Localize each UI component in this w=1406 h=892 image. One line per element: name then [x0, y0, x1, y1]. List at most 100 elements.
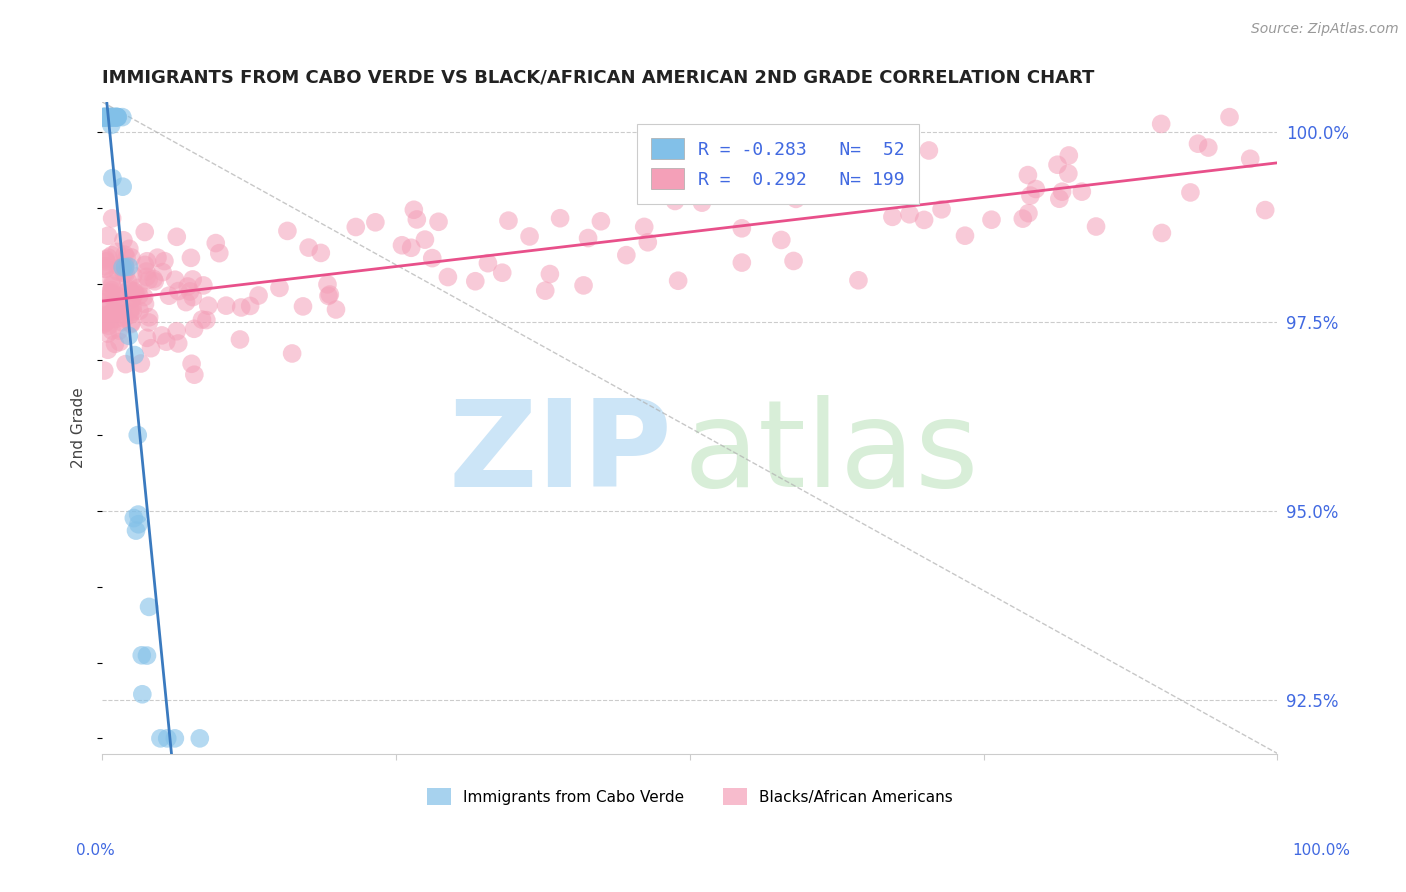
- Point: [98, 110, 121, 124]
- Point: [94, 110, 117, 124]
- Point: [166, 324, 188, 338]
- Point: [93, 110, 115, 124]
- Point: [96, 110, 118, 124]
- Point: [100, 285, 122, 300]
- Point: [122, 511, 145, 525]
- Point: [215, 299, 238, 313]
- Point: [124, 285, 146, 300]
- Point: [1085, 219, 1108, 234]
- Point: [912, 213, 935, 227]
- Point: [129, 357, 152, 371]
- Point: [1017, 206, 1039, 220]
- Point: [101, 277, 124, 291]
- Point: [177, 279, 200, 293]
- Point: [180, 251, 202, 265]
- Point: [103, 305, 125, 319]
- Point: [103, 110, 125, 124]
- Point: [420, 251, 443, 265]
- Point: [97, 251, 120, 265]
- Point: [104, 294, 127, 309]
- Point: [121, 293, 143, 307]
- Point: [115, 251, 138, 265]
- Point: [134, 258, 156, 272]
- Point: [1057, 148, 1080, 162]
- Point: [491, 266, 513, 280]
- Point: [101, 324, 124, 338]
- Point: [174, 295, 197, 310]
- Point: [437, 270, 460, 285]
- Point: [794, 166, 817, 180]
- Point: [94, 254, 117, 268]
- Y-axis label: 2nd Grade: 2nd Grade: [72, 387, 86, 468]
- Point: [138, 273, 160, 287]
- Point: [93, 110, 115, 124]
- Point: [1025, 182, 1047, 196]
- Point: [94, 261, 117, 276]
- Point: [318, 289, 340, 303]
- Point: [93, 295, 115, 310]
- Point: [120, 302, 142, 317]
- Point: [94, 110, 117, 124]
- Point: [204, 236, 226, 251]
- Point: [104, 110, 127, 124]
- Point: [896, 179, 918, 194]
- Point: [93, 318, 115, 332]
- Point: [118, 260, 141, 274]
- Point: [112, 259, 135, 273]
- Point: [107, 304, 129, 318]
- Point: [589, 214, 612, 228]
- Point: [882, 210, 904, 224]
- Point: [112, 233, 135, 247]
- Point: [188, 731, 211, 746]
- Point: [163, 731, 186, 746]
- Point: [121, 304, 143, 318]
- Point: [111, 110, 134, 124]
- Text: atlas: atlas: [683, 395, 980, 512]
- Text: 0.0%: 0.0%: [76, 843, 115, 857]
- Point: [180, 357, 202, 371]
- Point: [101, 110, 124, 124]
- Point: [770, 233, 793, 247]
- Point: [93, 110, 115, 124]
- Point: [127, 517, 149, 532]
- Point: [120, 251, 142, 265]
- Point: [111, 179, 134, 194]
- Point: [519, 229, 541, 244]
- Point: [114, 247, 136, 261]
- Point: [167, 336, 190, 351]
- Point: [114, 260, 136, 275]
- Point: [100, 288, 122, 302]
- Point: [197, 299, 219, 313]
- Point: [94, 110, 117, 124]
- Point: [1017, 168, 1039, 182]
- Point: [538, 267, 561, 281]
- Point: [427, 215, 450, 229]
- Point: [97, 326, 120, 341]
- Point: [477, 256, 499, 270]
- Point: [100, 110, 122, 124]
- Legend: Immigrants from Cabo Verde, Blacks/African Americans: Immigrants from Cabo Verde, Blacks/Afric…: [420, 782, 959, 811]
- Point: [208, 246, 231, 260]
- Point: [121, 291, 143, 305]
- Point: [166, 229, 188, 244]
- Point: [97, 343, 120, 357]
- Point: [131, 687, 153, 701]
- Point: [93, 303, 115, 318]
- Point: [1187, 136, 1209, 151]
- Point: [96, 110, 118, 124]
- Point: [110, 291, 132, 305]
- Point: [98, 307, 121, 321]
- Point: [464, 274, 486, 288]
- Point: [1050, 185, 1073, 199]
- Text: ZIP: ZIP: [449, 395, 672, 512]
- Point: [614, 248, 637, 262]
- Point: [100, 283, 122, 297]
- Point: [138, 599, 160, 614]
- Point: [108, 324, 131, 338]
- Point: [181, 272, 204, 286]
- Point: [103, 110, 125, 124]
- Point: [364, 215, 387, 229]
- Point: [104, 110, 127, 124]
- Point: [269, 281, 291, 295]
- Point: [101, 211, 124, 226]
